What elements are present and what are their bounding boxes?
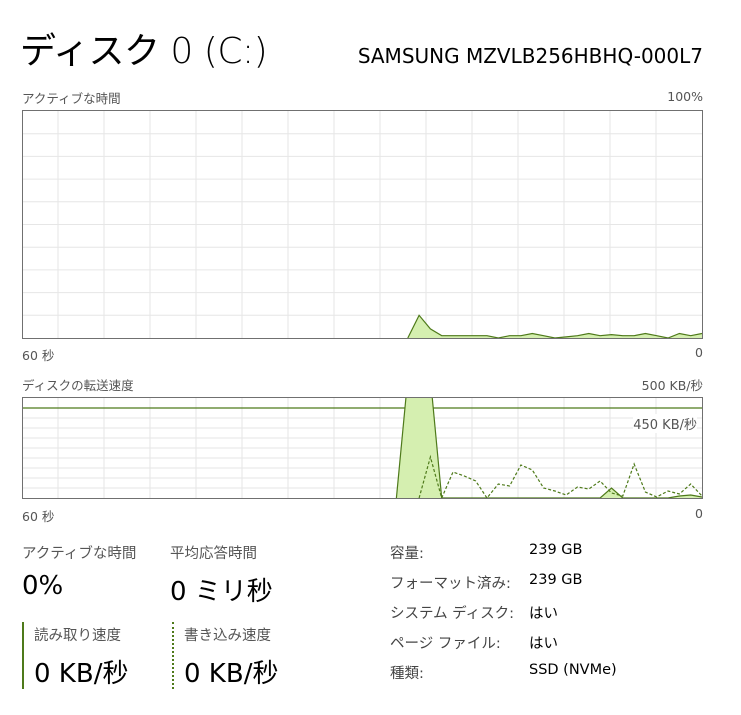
info-label: 種類:	[390, 666, 424, 682]
transfer-rate-chart: 450 KB/秒	[22, 377, 703, 500]
info-label: システム ディスク:	[390, 606, 515, 622]
write-speed-value: 0 KB/秒	[184, 659, 279, 689]
info-label: ページ ファイル:	[390, 636, 501, 652]
transfer-chart-x-right: 0	[695, 506, 703, 521]
transfer-rate-plot	[23, 377, 703, 500]
disk-model: SAMSUNG MZVLB256HBHQ-000L7	[357, 44, 703, 68]
write-legend-line	[172, 622, 174, 689]
page-title: ディスク 0 (C:)	[20, 31, 268, 72]
info-value: はい	[529, 636, 558, 652]
response-time-label: 平均応答時間	[170, 546, 257, 562]
active-time-plot	[23, 111, 703, 339]
active-time-series-line	[407, 314, 703, 339]
info-label: フォーマット済み:	[390, 576, 511, 592]
info-label: 容量:	[390, 546, 424, 562]
active-time-chart	[22, 110, 703, 339]
read-speed-value: 0 KB/秒	[34, 659, 129, 689]
read-legend-line	[22, 622, 24, 689]
active-time-series-area	[407, 315, 702, 338]
transfer-chart-max: 500 KB/秒	[641, 378, 703, 393]
read-speed-label: 読み取り速度	[34, 628, 121, 644]
active-chart-x-right: 0	[695, 345, 703, 360]
transfer-chart-x-left: 60 秒	[22, 509, 55, 524]
active-chart-x-left: 60 秒	[22, 348, 55, 363]
transfer-chart-label: ディスクの転送速度	[22, 378, 134, 393]
write-speed-label: 書き込み速度	[184, 628, 271, 644]
active-time-value: 0%	[22, 571, 64, 601]
active-chart-max: 100%	[667, 89, 703, 104]
info-value: SSD (NVMe)	[529, 662, 617, 678]
write-speed-series-line	[418, 454, 703, 500]
active-chart-label: アクティブな時間	[22, 91, 121, 106]
info-value: はい	[529, 606, 558, 622]
info-value: 239 GB	[529, 572, 583, 588]
active-time-label: アクティブな時間	[22, 546, 137, 562]
reference-line-label: 450 KB/秒	[633, 414, 697, 433]
response-time-value: 0 ミリ秒	[170, 577, 273, 607]
info-value: 239 GB	[529, 542, 583, 558]
